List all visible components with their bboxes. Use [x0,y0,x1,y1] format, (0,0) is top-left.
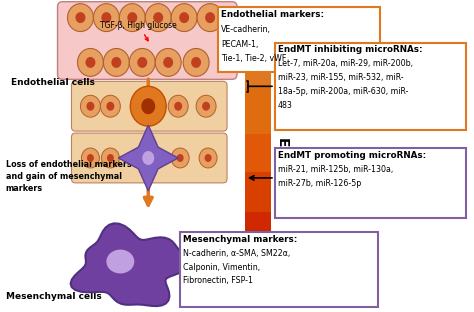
Ellipse shape [75,12,85,23]
Ellipse shape [205,154,211,162]
Ellipse shape [141,98,155,114]
Ellipse shape [129,48,155,76]
Ellipse shape [145,4,171,32]
Text: EndMT: EndMT [275,138,289,190]
Ellipse shape [153,12,163,23]
Ellipse shape [142,151,154,165]
Ellipse shape [119,4,145,32]
Text: Endothelial markers:: Endothelial markers: [221,10,324,19]
Text: Let-7, miR-20a, miR-29, miR-200b,: Let-7, miR-20a, miR-29, miR-200b, [278,59,413,68]
Text: TGF-β, High glucose: TGF-β, High glucose [100,21,177,41]
Ellipse shape [85,57,95,68]
Text: miR-21, miR-125b, miR-130a,: miR-21, miR-125b, miR-130a, [278,165,393,174]
Text: PECAM-1,: PECAM-1, [221,40,258,49]
Ellipse shape [202,102,210,111]
FancyBboxPatch shape [72,81,227,131]
Bar [245,172,271,212]
Bar [245,87,271,134]
Ellipse shape [163,57,173,68]
Polygon shape [118,125,178,191]
Ellipse shape [101,148,119,168]
Text: 18a-5p, miR-200a, miR-630, miR-: 18a-5p, miR-200a, miR-630, miR- [278,87,408,96]
Text: Mesenchymal markers:: Mesenchymal markers: [183,235,298,244]
Ellipse shape [179,12,189,23]
FancyBboxPatch shape [275,148,466,218]
Polygon shape [71,223,189,306]
Text: N-cadherin, α-SMA, SM22α,: N-cadherin, α-SMA, SM22α, [183,249,291,258]
Ellipse shape [101,12,111,23]
Text: VE-cadherin,: VE-cadherin, [221,25,271,34]
Ellipse shape [137,57,147,68]
FancyBboxPatch shape [218,7,380,72]
Ellipse shape [111,57,121,68]
Ellipse shape [106,250,134,274]
Ellipse shape [128,12,137,23]
Ellipse shape [155,48,181,76]
Ellipse shape [77,48,103,76]
Text: EndMT promoting microRNAs:: EndMT promoting microRNAs: [278,151,426,160]
Ellipse shape [103,48,129,76]
Ellipse shape [177,154,183,162]
Ellipse shape [130,86,166,126]
Ellipse shape [106,102,114,111]
Bar [245,212,271,251]
Text: Loss of endothelial markers
and gain of mesenchymal
markers: Loss of endothelial markers and gain of … [6,160,131,193]
Text: Tie-1, Tie-2, vWF: Tie-1, Tie-2, vWF [221,55,286,63]
Ellipse shape [196,95,216,117]
Ellipse shape [100,95,120,117]
FancyBboxPatch shape [275,42,466,130]
Text: EndMT inhibiting microRNAs:: EndMT inhibiting microRNAs: [278,46,422,55]
FancyBboxPatch shape [180,232,378,307]
Ellipse shape [183,48,209,76]
Ellipse shape [86,102,94,111]
Ellipse shape [171,148,189,168]
Ellipse shape [197,4,223,32]
Ellipse shape [171,4,197,32]
Ellipse shape [81,95,100,117]
Ellipse shape [87,154,94,162]
Ellipse shape [191,57,201,68]
Bar [245,251,271,290]
Text: Endothelial cells: Endothelial cells [11,78,94,87]
Text: Mesenchymal cells: Mesenchymal cells [6,292,101,301]
FancyBboxPatch shape [72,133,227,183]
Ellipse shape [93,4,119,32]
Ellipse shape [67,4,93,32]
Ellipse shape [174,102,182,111]
FancyBboxPatch shape [57,2,237,79]
Bar [245,41,271,87]
Text: miR-23, miR-155, miR-532, miR-: miR-23, miR-155, miR-532, miR- [278,73,403,82]
Text: Fibronectin, FSP-1: Fibronectin, FSP-1 [183,276,253,285]
Ellipse shape [168,95,188,117]
Ellipse shape [107,154,114,162]
Text: 483: 483 [278,101,293,110]
Bar [245,134,271,172]
Text: Calponin, Vimentin,: Calponin, Vimentin, [183,262,260,271]
Ellipse shape [199,148,217,168]
Ellipse shape [205,12,215,23]
Text: miR-27b, miR-126-5p: miR-27b, miR-126-5p [278,179,361,188]
Ellipse shape [82,148,100,168]
